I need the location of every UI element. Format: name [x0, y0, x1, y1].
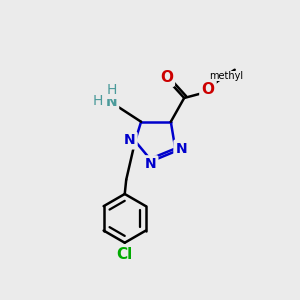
Text: N: N [176, 142, 187, 155]
Text: H: H [93, 94, 103, 108]
Text: N: N [106, 95, 117, 110]
Text: methyl: methyl [209, 71, 243, 81]
Text: Cl: Cl [117, 247, 133, 262]
Text: O: O [202, 82, 214, 97]
Text: N: N [145, 157, 156, 171]
Text: N: N [124, 134, 136, 148]
Text: H: H [106, 83, 116, 97]
Text: O: O [160, 70, 173, 85]
